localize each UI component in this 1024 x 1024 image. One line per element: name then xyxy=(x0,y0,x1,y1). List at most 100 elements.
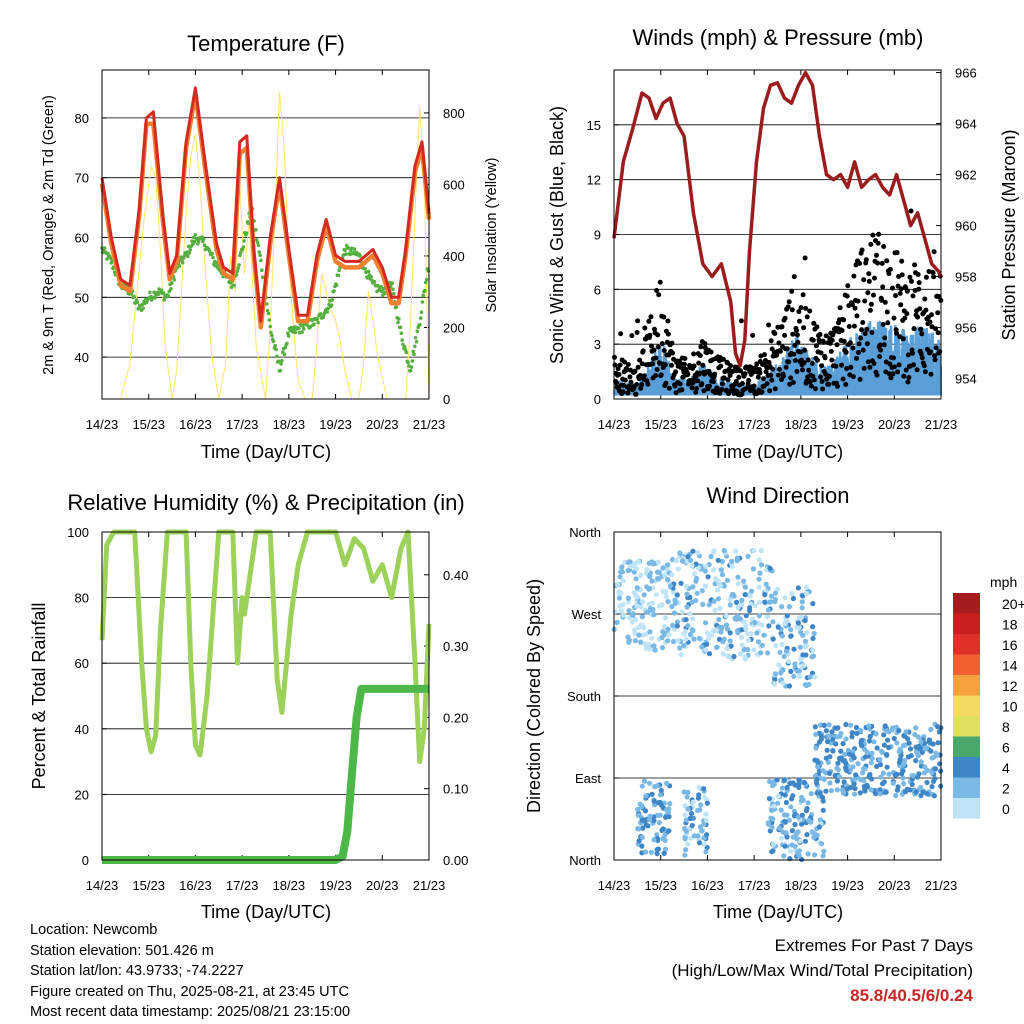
dewpoint-point xyxy=(106,251,110,256)
direction-point xyxy=(858,727,864,734)
gust-point xyxy=(754,361,760,367)
dewpoint-point xyxy=(410,359,415,363)
gust-point xyxy=(819,379,825,384)
direction-point xyxy=(665,599,671,605)
gust-point xyxy=(766,322,772,328)
direction-point xyxy=(763,581,769,587)
direction-point xyxy=(770,848,776,854)
y-tick-label: 40 xyxy=(75,722,89,737)
direction-point xyxy=(651,612,657,618)
gust-point xyxy=(772,331,778,336)
direction-point xyxy=(685,806,691,812)
gust-point xyxy=(874,372,880,378)
dewpoint-point xyxy=(270,333,274,338)
gust-point xyxy=(904,311,910,317)
gust-point xyxy=(628,379,634,385)
direction-point xyxy=(899,771,905,777)
direction-point xyxy=(724,626,731,632)
gust-point xyxy=(701,388,707,394)
x-tick-label: 19/23 xyxy=(319,417,352,432)
direction-point xyxy=(659,634,665,641)
direction-point xyxy=(685,841,691,847)
direction-point xyxy=(737,616,743,622)
gust-point xyxy=(629,333,635,339)
dewpoint-point xyxy=(254,228,258,232)
gust-point xyxy=(788,375,794,381)
direction-point xyxy=(881,732,887,738)
direction-point xyxy=(735,574,741,580)
direction-point xyxy=(932,766,938,772)
direction-point xyxy=(766,796,773,802)
dewpoint-point xyxy=(188,248,193,252)
gust-point xyxy=(861,277,867,283)
gust-point xyxy=(659,341,665,347)
y2-tick-label: 200 xyxy=(443,320,465,335)
direction-point xyxy=(719,558,726,565)
direction-point xyxy=(792,822,798,828)
direction-point xyxy=(767,565,773,572)
direction-point xyxy=(770,841,777,847)
direction-point xyxy=(869,755,875,761)
gust-point xyxy=(783,364,789,370)
gust-point xyxy=(805,357,811,363)
gust-point xyxy=(633,391,639,397)
colorbar-label: 6 xyxy=(1002,740,1010,756)
direction-point xyxy=(797,673,803,679)
x-tick-label: 21/23 xyxy=(413,878,446,893)
direction-point xyxy=(727,596,733,603)
direction-point xyxy=(649,559,655,565)
direction-point xyxy=(649,600,655,606)
direction-point xyxy=(645,823,651,829)
direction-point xyxy=(646,586,653,592)
direction-point xyxy=(804,806,810,812)
gust-point xyxy=(878,347,884,353)
gust-point xyxy=(751,383,757,389)
gust-point xyxy=(769,377,775,383)
gust-point xyxy=(886,271,892,277)
dewpoint-point xyxy=(415,329,420,334)
direction-point xyxy=(779,633,785,639)
direction-point xyxy=(756,557,762,563)
gust-point xyxy=(682,356,688,361)
x-tick-label: 20/23 xyxy=(366,417,399,432)
gust-point xyxy=(661,348,667,353)
direction-point xyxy=(878,774,884,780)
direction-point xyxy=(691,636,697,642)
direction-point xyxy=(644,609,650,615)
direction-point xyxy=(704,817,710,824)
direction-point xyxy=(784,613,790,619)
gust-point xyxy=(795,339,801,345)
dewpoint-point xyxy=(421,293,426,298)
direction-point xyxy=(743,622,749,628)
gust-point xyxy=(759,389,765,395)
direction-point xyxy=(818,736,825,742)
direction-point xyxy=(715,557,721,563)
gust-point xyxy=(776,366,782,372)
direction-point xyxy=(703,849,709,855)
direction-point xyxy=(625,595,632,601)
dewpoint-point xyxy=(394,305,399,309)
direction-point xyxy=(900,742,907,749)
gust-point xyxy=(622,359,628,365)
direction-point xyxy=(735,604,741,611)
humidity-panel: Relative Humidity (%) & Precipitation (i… xyxy=(29,490,468,922)
direction-point xyxy=(800,652,806,658)
direction-point xyxy=(755,639,762,645)
direction-point xyxy=(772,681,778,687)
direction-point xyxy=(862,787,868,793)
direction-point xyxy=(810,624,816,630)
gust-point xyxy=(899,258,905,264)
dewpoint-point xyxy=(259,258,263,263)
x-tick-label: 18/23 xyxy=(273,417,306,432)
dewpoint-point xyxy=(102,246,107,250)
colorbar-label: 2 xyxy=(1002,781,1010,797)
direction-point xyxy=(683,847,689,853)
dewpoint-point xyxy=(423,288,427,293)
dewpoint-point xyxy=(308,324,313,329)
direction-point xyxy=(823,788,829,794)
gust-point xyxy=(876,231,882,237)
direction-point xyxy=(901,781,907,787)
gust-point xyxy=(638,385,644,391)
gust-point xyxy=(810,337,816,343)
